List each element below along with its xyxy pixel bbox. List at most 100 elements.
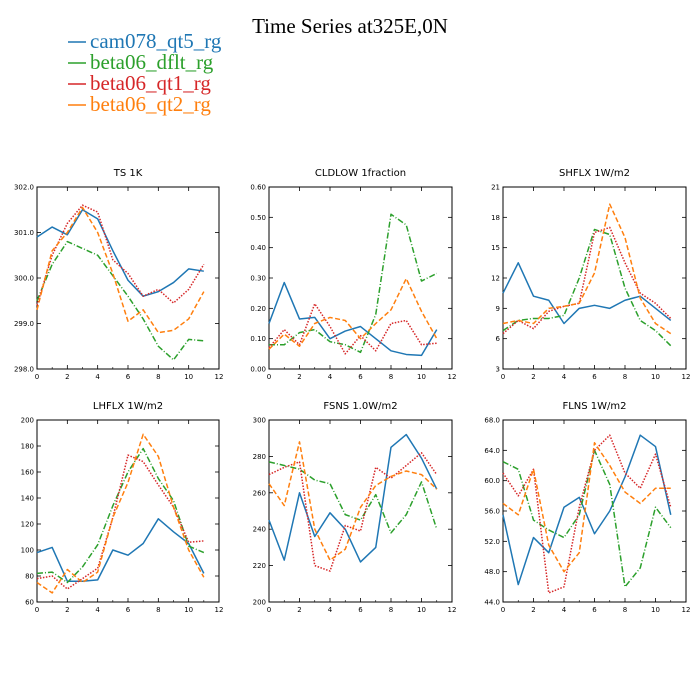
x-tick-label: 8 bbox=[623, 373, 627, 381]
series-line-cam078-qt5-rg bbox=[36, 209, 204, 297]
y-tick-label: 6 bbox=[496, 335, 501, 343]
x-tick-label: 6 bbox=[592, 373, 597, 381]
y-tick-label: 3 bbox=[496, 366, 500, 374]
chart-panel: FSNS 1.0W/m2 0 2 4 6 8 10 12 200 220 240 260 280 300 bbox=[253, 401, 457, 614]
series-line-cam078-qt5-rg bbox=[268, 281, 438, 357]
y-tick-label: 0.00 bbox=[250, 366, 266, 374]
x-tick-label: 12 bbox=[215, 606, 224, 614]
y-tick-label: 9 bbox=[496, 305, 500, 313]
legend-label: cam078_qt5_rg bbox=[90, 29, 222, 53]
series-line-beta06-qt2-rg bbox=[36, 433, 205, 594]
panel-title: SHFLX 1W/m2 bbox=[559, 168, 630, 179]
plot-frame bbox=[268, 419, 453, 603]
series-line-beta06-qt2-rg bbox=[268, 277, 438, 350]
y-tick-label: 120 bbox=[21, 521, 34, 529]
x-tick-label: 8 bbox=[156, 606, 160, 614]
legend-label: beta06_dflt_rg bbox=[90, 50, 214, 74]
x-tick-label: 4 bbox=[562, 373, 567, 381]
y-tick-label: 200 bbox=[21, 417, 34, 425]
y-tick-label: 299.0 bbox=[14, 320, 34, 328]
x-tick-label: 4 bbox=[562, 606, 567, 614]
x-tick-label: 10 bbox=[417, 373, 426, 381]
y-tick-label: 60 bbox=[25, 599, 34, 607]
panel-title: LHFLX 1W/m2 bbox=[93, 401, 163, 412]
x-tick-label: 0 bbox=[501, 606, 505, 614]
y-tick-label: 44.0 bbox=[484, 599, 500, 607]
plot-frame bbox=[268, 186, 453, 370]
x-tick-label: 6 bbox=[358, 373, 363, 381]
x-tick-label: 8 bbox=[156, 373, 160, 381]
x-tick-label: 4 bbox=[328, 606, 333, 614]
panel-title: CLDLOW 1fraction bbox=[315, 168, 406, 179]
x-tick-label: 12 bbox=[682, 373, 691, 381]
x-tick-label: 12 bbox=[215, 373, 224, 381]
y-tick-label: 220 bbox=[253, 562, 266, 570]
x-tick-label: 2 bbox=[297, 606, 301, 614]
y-tick-label: 60.0 bbox=[484, 477, 500, 485]
y-tick-label: 180 bbox=[21, 443, 34, 451]
series-line-beta06-dflt-rg bbox=[36, 240, 204, 361]
y-tick-label: 48.0 bbox=[484, 568, 500, 576]
y-tick-label: 100 bbox=[21, 547, 34, 555]
plot-frame bbox=[36, 186, 220, 370]
x-tick-label: 12 bbox=[448, 606, 457, 614]
figure-title: Time Series at325E,0N bbox=[252, 14, 448, 38]
legend-label: beta06_qt2_rg bbox=[90, 92, 211, 116]
y-tick-label: 52.0 bbox=[484, 538, 500, 546]
series-line-beta06-qt1-rg bbox=[502, 434, 672, 594]
x-tick-label: 2 bbox=[531, 606, 535, 614]
series-line-beta06-dflt-rg bbox=[36, 447, 205, 584]
x-tick-label: 2 bbox=[65, 606, 69, 614]
series-line-beta06-qt2-rg bbox=[268, 441, 438, 561]
series-line-beta06-qt1-rg bbox=[36, 454, 204, 590]
x-tick-label: 4 bbox=[95, 606, 100, 614]
y-tick-label: 140 bbox=[21, 495, 34, 503]
series-line-beta06-dflt-rg bbox=[268, 461, 438, 534]
y-tick-label: 0.40 bbox=[250, 244, 266, 252]
y-tick-label: 300 bbox=[253, 417, 266, 425]
y-tick-label: 280 bbox=[253, 453, 266, 461]
chart-panel: SHFLX 1W/m2 0 2 4 6 8 10 12 3 6 9 12 15 18 21 bbox=[491, 168, 690, 381]
y-tick-label: 0.10 bbox=[250, 335, 266, 343]
legend: cam078_qt5_rgbeta06_dflt_rgbeta06_qt1_rg… bbox=[68, 29, 222, 116]
y-tick-label: 260 bbox=[253, 489, 266, 497]
series-line-beta06-qt2-rg bbox=[36, 206, 205, 334]
x-tick-label: 10 bbox=[184, 606, 193, 614]
x-tick-label: 0 bbox=[35, 373, 39, 381]
series-line-beta06-qt1-rg bbox=[268, 303, 437, 355]
x-tick-label: 2 bbox=[65, 373, 69, 381]
chart-grid: TS 1K 0 2 4 6 8 10 12 298.0 299.0 300.0 301.0 302.0 C… bbox=[14, 168, 691, 614]
y-tick-label: 68.0 bbox=[484, 417, 500, 425]
chart-panel: CLDLOW 1fraction 0 2 4 6 8 10 12 0.00 0.10 0.20 0.3… bbox=[250, 168, 456, 381]
x-tick-label: 2 bbox=[531, 373, 535, 381]
x-tick-label: 10 bbox=[417, 606, 426, 614]
series-line-beta06-qt1-rg bbox=[36, 204, 205, 306]
series-line-beta06-qt1-rg bbox=[502, 226, 672, 335]
x-tick-label: 10 bbox=[184, 373, 193, 381]
y-tick-label: 300.0 bbox=[14, 275, 34, 283]
plot-frame bbox=[502, 186, 687, 370]
x-tick-label: 12 bbox=[682, 606, 691, 614]
y-tick-label: 64.0 bbox=[484, 447, 500, 455]
x-tick-label: 6 bbox=[358, 606, 363, 614]
series-line-beta06-qt2-rg bbox=[502, 203, 672, 335]
panel-title: FSNS 1.0W/m2 bbox=[323, 401, 397, 412]
chart-panel: FLNS 1W/m2 0 2 4 6 8 10 12 44.0 48.0 52.0 56.0 60.0 6… bbox=[484, 401, 690, 614]
y-tick-label: 301.0 bbox=[14, 229, 34, 237]
y-tick-label: 240 bbox=[253, 526, 266, 534]
x-tick-label: 12 bbox=[448, 373, 457, 381]
x-tick-label: 2 bbox=[297, 373, 301, 381]
y-tick-label: 0.20 bbox=[250, 305, 266, 313]
y-tick-label: 18 bbox=[491, 214, 500, 222]
y-tick-label: 21 bbox=[491, 184, 500, 192]
y-tick-label: 56.0 bbox=[484, 508, 500, 516]
y-tick-label: 160 bbox=[21, 469, 34, 477]
panel-title: FLNS 1W/m2 bbox=[562, 401, 626, 412]
x-tick-label: 6 bbox=[126, 606, 131, 614]
series-line-beta06-dflt-rg bbox=[502, 228, 672, 347]
panel-title: TS 1K bbox=[113, 168, 143, 179]
y-tick-label: 302.0 bbox=[14, 184, 34, 192]
chart-panel: TS 1K 0 2 4 6 8 10 12 298.0 299.0 300.0 301.0 302.0 bbox=[14, 168, 224, 381]
x-tick-label: 8 bbox=[389, 606, 393, 614]
